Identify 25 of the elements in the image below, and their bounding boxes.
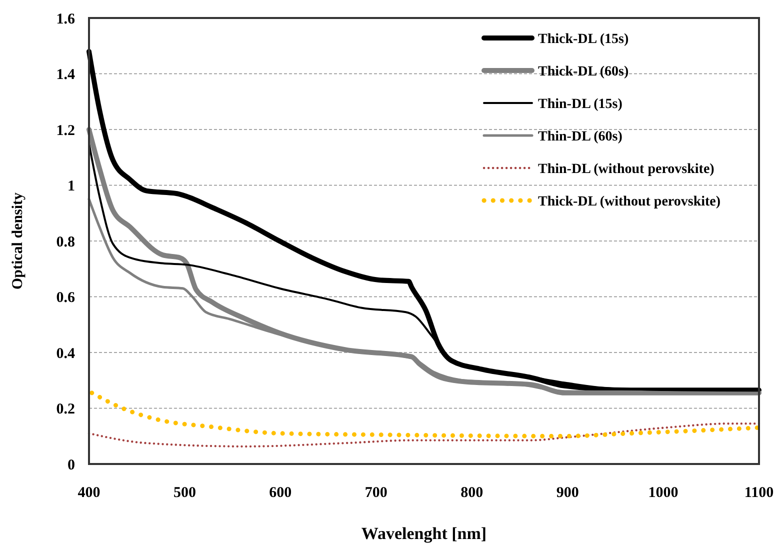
x-tick-label: 500 bbox=[173, 485, 196, 501]
y-axis-title: Optical density bbox=[10, 192, 26, 290]
y-tick-label: 1.6 bbox=[56, 11, 76, 28]
x-tick-label: 900 bbox=[556, 485, 579, 501]
y-tick-label: 1.4 bbox=[56, 67, 76, 83]
y-tick-label: 1 bbox=[68, 178, 75, 194]
x-tick-label: 1000 bbox=[648, 485, 678, 501]
legend-label: Thick-DL (without perovskite) bbox=[538, 194, 721, 210]
x-tick-label: 400 bbox=[78, 485, 100, 501]
x-tick-label: 600 bbox=[269, 485, 292, 501]
y-tick-label: 0.8 bbox=[56, 234, 75, 250]
y-tick-label: 0 bbox=[68, 457, 75, 474]
legend-label: Thick-DL (15s) bbox=[538, 32, 629, 47]
y-tick-label: 0.2 bbox=[56, 402, 75, 418]
x-axis-title: Wavelenght [nm] bbox=[361, 524, 487, 543]
x-tick-label: 800 bbox=[460, 485, 484, 501]
legend-label: Thin-DL (60s) bbox=[538, 129, 623, 144]
y-tick-label: 1.2 bbox=[56, 122, 75, 139]
legend-label: Thin-DL (15s) bbox=[538, 96, 623, 112]
legend-label: Thick-DL (60s) bbox=[538, 64, 629, 80]
x-tick-label: 700 bbox=[364, 485, 388, 501]
y-tick-label: 0.4 bbox=[56, 346, 76, 362]
legend-label: Thin-DL (without perovskite) bbox=[538, 162, 715, 177]
x-tick-label: 1100 bbox=[744, 485, 774, 501]
y-tick-label: 0.6 bbox=[56, 290, 76, 306]
